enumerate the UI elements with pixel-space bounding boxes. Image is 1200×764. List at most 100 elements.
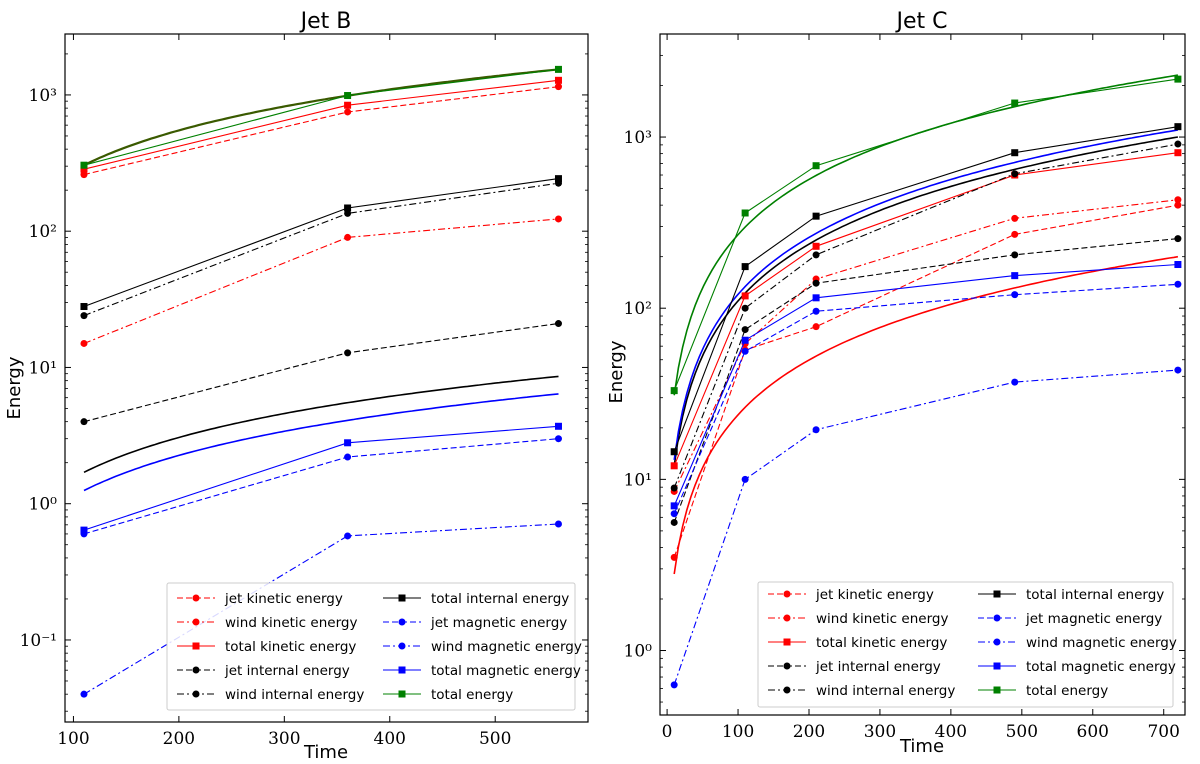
data-point — [344, 453, 352, 461]
fit-curve — [83, 68, 559, 167]
series-line — [673, 263, 1178, 507]
legend-label: wind internal energy — [225, 687, 364, 703]
data-point — [1174, 196, 1182, 204]
y-tick-label: 10³ — [29, 86, 57, 106]
data-point — [741, 292, 749, 300]
data-point — [993, 638, 1001, 646]
series-line — [673, 143, 1178, 489]
data-point — [398, 642, 406, 650]
y-tick-label: 10⁻¹ — [20, 631, 57, 651]
legend-item: total energy — [978, 683, 1108, 699]
data-point — [741, 336, 749, 344]
series-line — [673, 78, 1178, 391]
legend-label: total kinetic energy — [816, 635, 947, 651]
legend-label: total energy — [1026, 683, 1108, 699]
x-tick-label: 400 — [935, 722, 967, 742]
y-tick-label: 10⁰ — [624, 642, 653, 662]
data-point — [1174, 280, 1182, 288]
x-axis-label: Time — [899, 736, 944, 757]
y-axis-label: Energy — [4, 356, 25, 419]
data-point — [554, 215, 562, 223]
data-point — [398, 618, 406, 626]
legend-item: wind magnetic energy — [383, 639, 582, 655]
data-point — [1174, 140, 1182, 148]
data-point — [1011, 291, 1019, 299]
series-line — [83, 68, 559, 166]
data-point — [554, 422, 562, 430]
series-line — [83, 438, 559, 535]
x-tick-label: 500 — [479, 729, 511, 749]
data-point — [192, 642, 200, 650]
data-point — [741, 326, 749, 334]
x-tick-label: 100 — [722, 722, 754, 742]
legend-item: total magnetic energy — [978, 659, 1176, 675]
data-point — [783, 590, 791, 598]
series-line — [83, 178, 559, 308]
data-point — [1011, 230, 1019, 238]
x-tick-label: 200 — [793, 722, 825, 742]
data-point — [1011, 99, 1019, 107]
series-line — [83, 218, 559, 345]
legend: jet kinetic energy wind kinetic energy tot… — [166, 582, 582, 711]
data-point — [80, 312, 88, 320]
data-point — [344, 532, 352, 540]
data-point — [80, 161, 88, 169]
jet-b-panel: Jet B Time Energy 10⁻¹ 10⁰ 10¹ 10² 10³ 100 200… — [4, 9, 589, 763]
legend-item: jet magnetic energy — [383, 615, 567, 631]
data-point — [80, 303, 88, 311]
chart-title: Jet B — [299, 9, 352, 34]
y-tick-label: 10¹ — [29, 358, 57, 378]
data-point — [344, 101, 352, 109]
data-point — [1011, 214, 1019, 222]
data-point — [741, 475, 749, 483]
data-point — [554, 83, 562, 91]
legend-label: total kinetic energy — [225, 639, 356, 655]
data-point — [344, 349, 352, 357]
x-tick-label: 300 — [268, 729, 300, 749]
data-point — [1174, 149, 1182, 157]
data-point — [1174, 75, 1182, 83]
data-point — [80, 690, 88, 698]
legend-item: total magnetic energy — [383, 663, 581, 679]
legend-label: wind magnetic energy — [1026, 635, 1177, 651]
data-point — [1174, 235, 1182, 243]
data-point — [344, 209, 352, 217]
data-point — [741, 347, 749, 355]
x-tick-label: 100 — [57, 729, 89, 749]
legend-item: wind internal energy — [768, 683, 955, 699]
legend-item: total internal energy — [383, 591, 569, 607]
fit-curve — [673, 136, 1179, 466]
legend-label: jet magnetic energy — [430, 615, 567, 631]
legend-item: jet kinetic energy — [768, 587, 934, 603]
legend-item: total energy — [383, 687, 513, 703]
data-point — [670, 510, 678, 518]
data-point — [783, 638, 791, 646]
legend-label: wind magnetic energy — [431, 639, 582, 655]
series-line — [673, 199, 1178, 492]
x-axis-label: Time — [303, 742, 348, 763]
data-point — [741, 263, 749, 271]
data-point — [812, 279, 820, 287]
data-point — [812, 323, 820, 331]
data-point — [80, 526, 88, 534]
y-tick-label: 10¹ — [624, 470, 652, 490]
legend-label: total magnetic energy — [431, 663, 581, 679]
data-point — [80, 418, 88, 426]
data-point — [398, 690, 406, 698]
y-tick-label: 10³ — [624, 128, 652, 148]
y-tick-label: 10² — [624, 299, 652, 319]
data-point — [1174, 123, 1182, 131]
data-point — [670, 484, 678, 492]
series-line — [83, 79, 559, 170]
data-point — [993, 590, 1001, 598]
legend-item: jet magnetic energy — [978, 611, 1162, 627]
fit-curve — [673, 74, 1179, 396]
axes-frame — [659, 33, 1186, 716]
data-point — [670, 462, 678, 470]
legend-item: total kinetic energy — [768, 635, 947, 651]
data-point — [192, 594, 200, 602]
axes-frame — [64, 33, 589, 723]
legend-label: total energy — [431, 687, 513, 703]
data-point — [192, 666, 200, 674]
